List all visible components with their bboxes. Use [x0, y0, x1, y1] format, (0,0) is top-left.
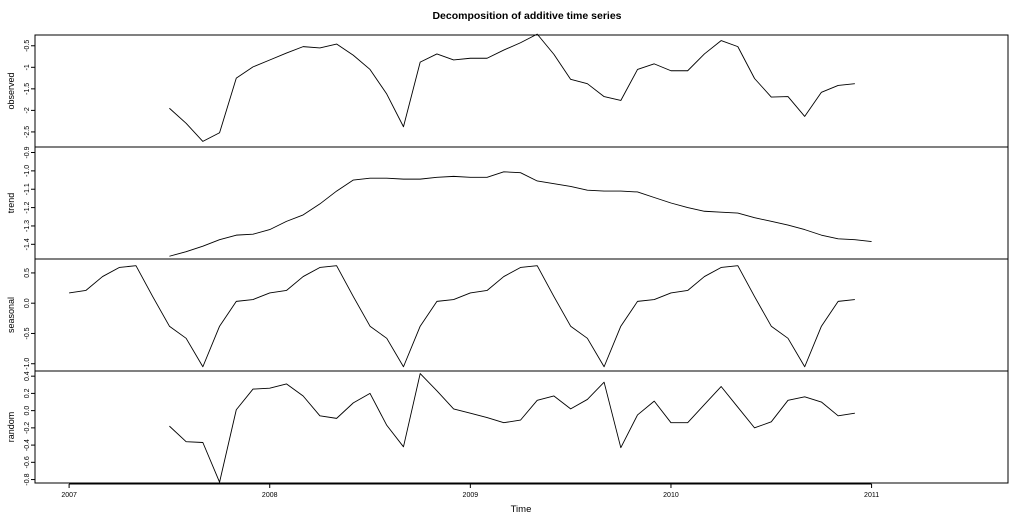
- random-y-tick-label: -0.2: [24, 422, 31, 434]
- random-panel: 0.4 0.2 0.0 -0.2 -0.4 -0.6 -0.8 random: [6, 370, 1009, 486]
- observed-y-tick-label: -2.5: [24, 126, 31, 138]
- random-series-line: [169, 373, 855, 483]
- trend-y-tick-label: -0.9: [24, 146, 31, 158]
- x-tick-label: 2007: [61, 492, 77, 499]
- seasonal-y-tick-label: -0.5: [24, 327, 31, 339]
- trend-series-line: [169, 171, 872, 257]
- random-y-tick-label: 0.0: [24, 406, 31, 416]
- observed-axis-label: observed: [6, 72, 16, 109]
- observed-y-tick-label: -2: [24, 107, 31, 113]
- seasonal-panel: 0.5 0.0 -0.5 -1.0 seasonal: [6, 258, 1009, 372]
- trend-y-tick-label: -1.0: [24, 165, 31, 177]
- random-axis-label: random: [6, 412, 16, 443]
- x-tick-label: 2008: [262, 492, 278, 499]
- seasonal-panel-frame: [34, 258, 1009, 372]
- seasonal-series-line: [69, 265, 855, 368]
- chart-title: Decomposition of additive time series: [432, 10, 621, 22]
- observed-y-tick-label: -1: [24, 64, 31, 70]
- trend-axis-label: trend: [6, 193, 16, 214]
- trend-y-tick-label: -1.2: [24, 201, 31, 213]
- trend-panel-frame: [34, 146, 1009, 260]
- trend-y-tick-label: -1.1: [24, 183, 31, 195]
- random-panel-frame: [34, 370, 1009, 484]
- x-tick-label: 2011: [864, 492, 879, 499]
- random-y-tick-label: 0.4: [24, 371, 31, 381]
- observed-y-tick-label: -1.5: [24, 83, 31, 95]
- x-tick-label: 2009: [463, 492, 479, 499]
- random-y-tick-label: -0.8: [24, 473, 31, 485]
- x-axis: 2007 2008 2009 2010 2011: [61, 483, 879, 499]
- observed-panel-frame: [34, 34, 1009, 148]
- observed-series-line: [169, 33, 855, 142]
- random-y-tick-label: -0.4: [24, 439, 31, 451]
- trend-y-tick-label: -1.4: [24, 238, 31, 250]
- x-tick-label: 2010: [663, 492, 679, 499]
- seasonal-y-tick-label: 0.5: [24, 268, 31, 278]
- random-y-tick-label: -0.6: [24, 456, 31, 468]
- trend-panel: -0.9 -1.0 -1.1 -1.2 -1.3 -1.4 trend: [6, 146, 1009, 260]
- seasonal-y-tick-label: -1.0: [24, 358, 31, 370]
- observed-panel: -0.5 -1 -1.5 -2 -2.5 observed: [6, 33, 1009, 148]
- seasonal-axis-label: seasonal: [6, 297, 16, 333]
- observed-y-tick-label: -0.5: [24, 40, 31, 52]
- seasonal-y-tick-label: 0.0: [24, 298, 31, 308]
- random-y-tick-label: 0.2: [24, 388, 31, 398]
- x-axis-label: Time: [511, 504, 532, 515]
- trend-y-tick-label: -1.3: [24, 220, 31, 232]
